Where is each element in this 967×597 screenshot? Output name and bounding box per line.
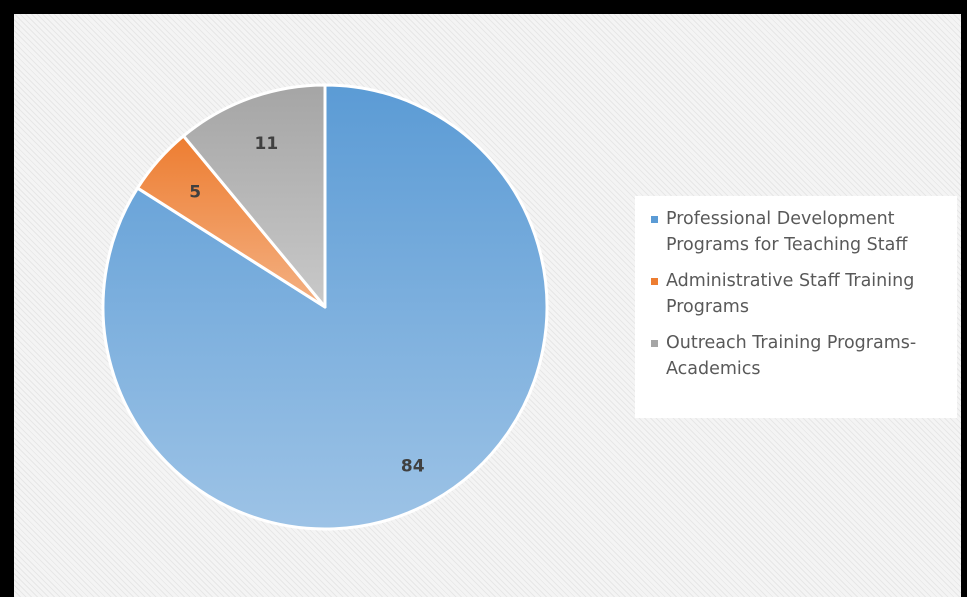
legend-item-teaching-staff: Professional Development Programs for Te… [651, 206, 949, 258]
legend-label-administrative-staff: Administrative Staff Training Programs [666, 271, 915, 317]
legend-marker-teaching-staff [651, 216, 658, 223]
legend: Professional Development Programs for Te… [635, 196, 957, 418]
legend-item-administrative-staff: Administrative Staff Training Programs [651, 268, 949, 320]
data-label-administrative-staff: 5 [189, 182, 201, 202]
legend-label-teaching-staff: Professional Development Programs for Te… [666, 209, 908, 255]
pie-slice-teaching-staff [101, 83, 549, 531]
pie-slice-outreach [181, 83, 327, 309]
legend-item-outreach: Outreach Training Programs-Academics [651, 330, 949, 382]
legend-marker-administrative-staff [651, 278, 658, 285]
data-label-outreach: 11 [255, 134, 279, 154]
legend-marker-outreach [651, 340, 658, 347]
legend-label-outreach: Outreach Training Programs-Academics [666, 333, 917, 379]
data-label-teaching-staff: 84 [401, 457, 425, 477]
